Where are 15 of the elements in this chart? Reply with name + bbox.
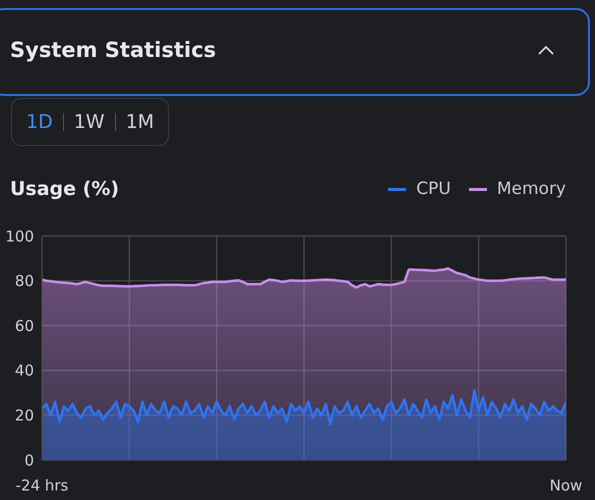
- text: 1M: [126, 111, 154, 133]
- x-tick-label: Now: [550, 476, 582, 495]
- chart-title: System Statistics: [10, 38, 216, 62]
- y-tick-label: 80: [14, 272, 34, 290]
- y-tick-label: 100: [5, 227, 34, 246]
- chart-subtitle: Usage (%): [10, 178, 120, 200]
- y-tick-label: 20: [14, 406, 34, 425]
- y-tick-label: 60: [14, 316, 34, 335]
- x-tick-label: -24 hrs: [16, 476, 69, 495]
- text: 1D: [26, 111, 53, 133]
- legend-label: CPU: [416, 179, 451, 199]
- text: 1W: [74, 111, 105, 133]
- y-tick-label: 0: [24, 451, 34, 470]
- legend-label: Memory: [496, 179, 566, 199]
- y-tick-label: 40: [14, 362, 34, 380]
